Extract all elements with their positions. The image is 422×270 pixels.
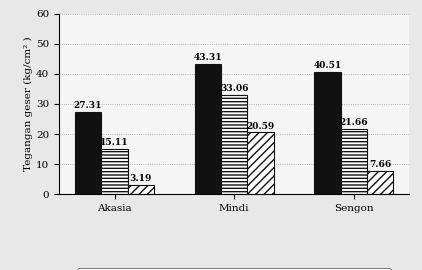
Text: 27.31: 27.31 (74, 101, 103, 110)
Legend: Tanpa Perlakuan, Rendam Air Dingin, Rendam Air Panas: Tanpa Perlakuan, Rendam Air Dingin, Rend… (77, 268, 391, 270)
Text: 43.31: 43.31 (194, 53, 222, 62)
Y-axis label: Tegangan geser (kg/cm² ): Tegangan geser (kg/cm² ) (24, 37, 33, 171)
Bar (247, 132, 274, 194)
Bar (101, 149, 128, 194)
Bar (221, 95, 247, 194)
Text: 20.59: 20.59 (246, 122, 275, 130)
Bar (128, 185, 154, 194)
Text: 3.19: 3.19 (130, 174, 152, 183)
Text: 21.66: 21.66 (340, 118, 368, 127)
Text: 15.11: 15.11 (100, 138, 129, 147)
Text: 40.51: 40.51 (314, 62, 342, 70)
Bar (75, 112, 101, 194)
Text: 33.06: 33.06 (220, 84, 249, 93)
Text: 7.66: 7.66 (369, 160, 391, 170)
Bar (195, 64, 221, 194)
Bar (314, 72, 341, 194)
Bar (341, 129, 367, 194)
Bar (367, 171, 393, 194)
